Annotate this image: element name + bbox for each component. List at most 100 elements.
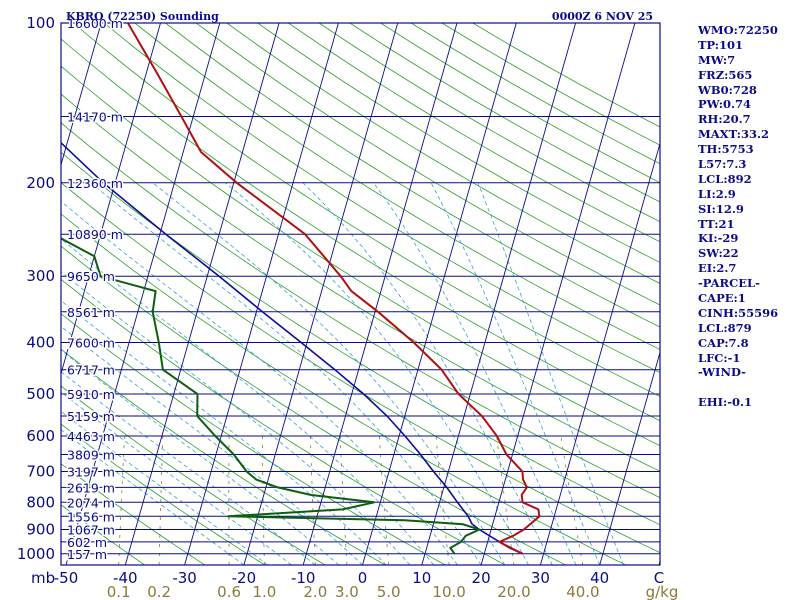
height-label: 8561 m	[67, 305, 115, 320]
dry-adiabat	[257, 23, 660, 263]
mixing-ratio-tick-label: 20.0	[497, 583, 530, 600]
moist-adiabats	[61, 182, 624, 565]
index-item: FRZ:565	[698, 67, 753, 82]
pressure-tick-label: 400	[26, 334, 55, 352]
dry-adiabat	[61, 213, 626, 565]
dry-adiabat	[195, 23, 660, 306]
isotherm	[421, 23, 577, 565]
moist-adiabat	[373, 182, 577, 565]
index-item: SW:22	[698, 246, 739, 261]
index-item	[698, 380, 798, 395]
mixing-ratio-line	[310, 435, 316, 565]
mixing-ratio-tick-label: 2.0	[303, 583, 327, 600]
dry-adiabat	[61, 423, 266, 565]
height-label: 10890 m	[67, 227, 123, 242]
index-item: MW:7	[698, 52, 736, 67]
isotherm	[599, 350, 660, 565]
moist-adiabat	[61, 429, 245, 565]
temperature-tick-label: 40	[590, 569, 609, 587]
temperature-tick-label: 20	[472, 569, 491, 587]
pressure-tick-label: 100	[26, 14, 55, 32]
height-label: 3809 m	[67, 447, 115, 462]
height-label: 1067 m	[67, 522, 115, 537]
pressure-tick-label: 1000	[17, 545, 55, 563]
mixing-ratio-tick-label: 0.1	[107, 583, 131, 600]
moist-adiabat	[477, 182, 624, 565]
pressure-tick-label: 900	[26, 520, 55, 538]
dry-adiabat	[226, 23, 660, 284]
isotherm	[302, 23, 458, 565]
height-label: 3197 m	[67, 465, 115, 480]
mixing-ratio-line	[118, 435, 125, 565]
temperature-trace	[127, 23, 541, 555]
height-label: 2619 m	[67, 480, 115, 495]
isotherm	[243, 23, 399, 565]
moist-adiabat	[225, 182, 529, 565]
mixing-ratio-tick-label: 5.0	[377, 583, 401, 600]
mixing-ratio-tick-label: 0.6	[217, 583, 241, 600]
index-item: KI:-29	[698, 231, 739, 246]
index-item: LI:2.9	[698, 186, 736, 201]
temperature-tick-label: -10	[291, 569, 316, 587]
dewpoint-trace	[61, 237, 483, 555]
dry-adiabat	[165, 23, 660, 328]
moist-adiabat	[61, 349, 340, 565]
moist-adiabat	[90, 182, 482, 565]
station-title: KBRO (72250) Sounding	[66, 10, 219, 23]
valid-time: 0000Z 6 NOV 25	[552, 10, 653, 23]
index-item: -WIND-	[698, 365, 746, 380]
temperature-tick-label: 10	[412, 569, 431, 587]
isotherm	[480, 23, 636, 565]
isotherm	[362, 23, 517, 565]
index-item: TH:5753	[698, 142, 754, 157]
index-item: WB0:728	[698, 82, 757, 97]
profiles	[61, 23, 541, 555]
isotherms	[61, 23, 660, 565]
index-item: L57:7.3	[698, 157, 747, 172]
pressure-tick-label: 600	[26, 427, 55, 445]
parcel-trace	[61, 141, 524, 555]
pressure-tick-label: 800	[26, 493, 55, 511]
temperature-tick-label: -20	[232, 569, 257, 587]
height-label: 602 m	[67, 535, 107, 550]
mixing-ratio-tick-label: 10.0	[432, 583, 465, 600]
moist-adiabat	[61, 325, 363, 565]
isotherm	[184, 23, 339, 565]
isotherm	[61, 23, 161, 376]
isotherm	[61, 23, 102, 167]
moist-adiabat	[302, 182, 553, 565]
index-item: CINH:55596	[698, 305, 779, 320]
dry-adiabat	[61, 278, 506, 565]
height-label: 6717 m	[67, 363, 115, 378]
mixing-ratio-line	[560, 435, 584, 565]
index-item: WMO:72250	[698, 23, 778, 37]
index-item: EI:2.7	[698, 261, 737, 276]
dry-adiabat	[61, 65, 660, 447]
index-item: CAP:7.8	[698, 335, 749, 350]
mixing-ratio-line	[496, 435, 515, 565]
index-item: LFC:-1	[698, 350, 741, 365]
dry-adiabat	[61, 313, 446, 565]
index-item: EHI:-0.1	[698, 395, 753, 410]
moist-adiabat	[61, 200, 458, 565]
height-label: 157 m	[67, 547, 107, 562]
plot-frame	[60, 22, 661, 566]
index-item: LCL:879	[698, 320, 752, 335]
temperature-tick-label: 30	[531, 569, 550, 587]
height-label: 14170 m	[67, 109, 123, 124]
index-item: SI:12.9	[698, 201, 744, 216]
temperature-tick-label: -50	[54, 569, 79, 587]
height-label: 12360 m	[67, 176, 123, 191]
moist-adiabat	[430, 182, 601, 565]
mixing-ratio-tick-label: 3.0	[335, 583, 359, 600]
index-item: PW:0.74	[698, 97, 752, 112]
index-item: TT:21	[698, 216, 735, 231]
pressure-unit-label: mb	[31, 569, 55, 587]
temperature-tick-label: -40	[113, 569, 138, 587]
height-label: 9650 m	[67, 269, 115, 284]
isotherm	[124, 23, 280, 565]
dry-adiabat	[134, 23, 660, 350]
height-label: 16600 m	[67, 16, 123, 31]
